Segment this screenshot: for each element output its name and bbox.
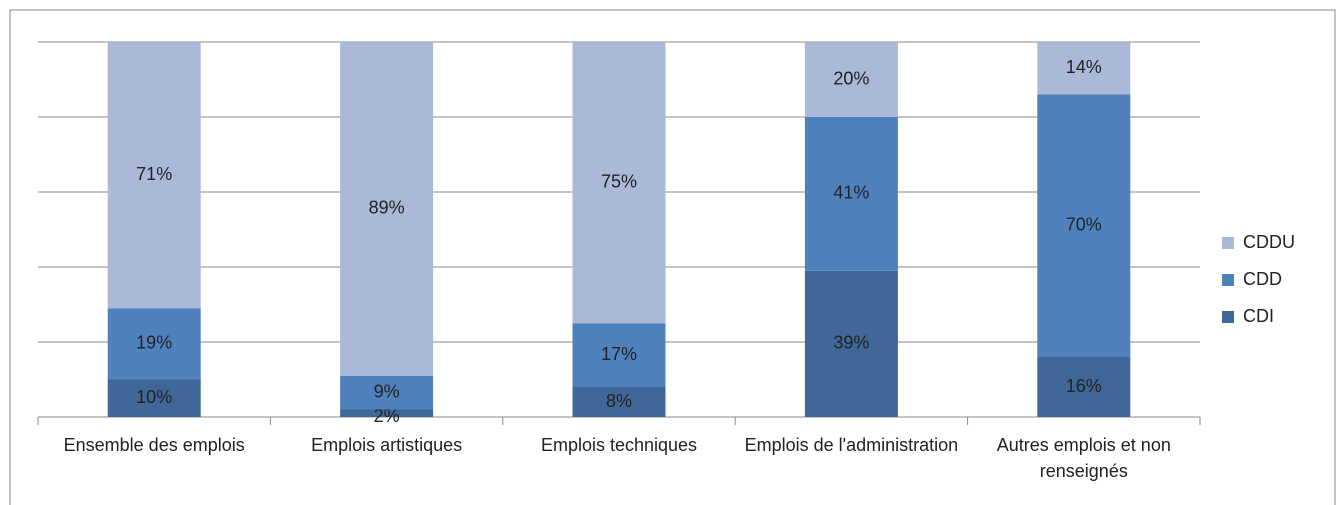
- legend-label: CDD: [1243, 269, 1282, 289]
- bar-segment: [804, 117, 898, 271]
- data-label: 71%: [136, 164, 172, 184]
- data-label: 16%: [1066, 376, 1102, 396]
- data-label: 41%: [833, 183, 869, 203]
- legend-label: CDI: [1243, 306, 1274, 326]
- x-tick-label: Autres emplois et non renseignés: [996, 435, 1171, 481]
- data-label: 2%: [374, 406, 400, 426]
- bar-segment: [340, 42, 434, 376]
- bar-segment: [804, 270, 898, 417]
- legend-swatch: [1222, 237, 1234, 249]
- bar-segment: [572, 387, 666, 417]
- data-label: 70%: [1066, 215, 1102, 235]
- bar-segment: [572, 323, 666, 387]
- x-tick-label: Ensemble des emplois: [63, 435, 245, 455]
- legend-swatch: [1222, 274, 1234, 286]
- bar-segment: [107, 308, 201, 380]
- bar-segment: [1037, 357, 1131, 417]
- data-label: 8%: [606, 391, 632, 411]
- bar-segment: [804, 42, 898, 117]
- bar-segment: [107, 379, 201, 417]
- frame: [9, 9, 1336, 505]
- legend-label: CDDU: [1243, 232, 1295, 252]
- data-label: 75%: [601, 171, 637, 191]
- bar-segment: [1037, 42, 1131, 95]
- data-label: 19%: [136, 333, 172, 353]
- x-tick-label: Emplois artistiques: [311, 435, 463, 455]
- data-label: 17%: [601, 344, 637, 364]
- bar-segment: [340, 375, 434, 410]
- x-tick-label: Emplois techniques: [540, 435, 698, 455]
- bar-segment: [340, 409, 434, 417]
- data-label: 9%: [374, 381, 400, 401]
- data-label: 39%: [833, 333, 869, 353]
- bar-segment: [1037, 94, 1131, 357]
- data-label: 20%: [833, 68, 869, 88]
- x-tick-label: Emplois de l'administration: [744, 435, 959, 455]
- legend-swatch: [1222, 311, 1234, 323]
- bar-segment: [572, 42, 666, 324]
- data-label: 89%: [369, 198, 405, 218]
- bar-segment: [107, 42, 201, 309]
- data-label: 10%: [136, 387, 172, 407]
- data-label: 14%: [1066, 57, 1102, 77]
